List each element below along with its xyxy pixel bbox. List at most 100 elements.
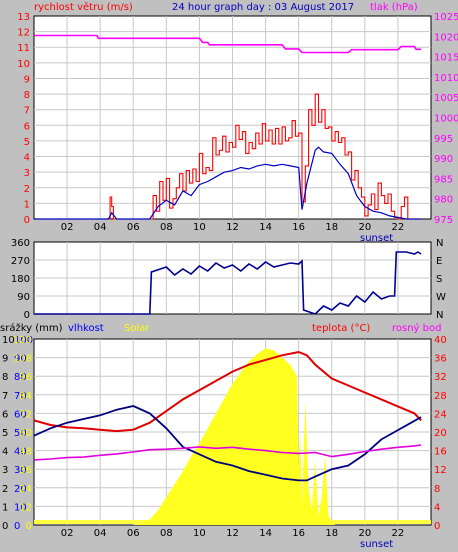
- dewpoint-line: [33, 444, 422, 461]
- solar-tick-label: 84: [19, 391, 32, 402]
- direction-tick-label: 270: [11, 256, 30, 267]
- pressure-tick-label: 1005: [434, 93, 458, 104]
- wind-tick-label: 13: [17, 12, 30, 23]
- temperature-tick-label: 32: [434, 372, 447, 383]
- compass-tick-label: N: [436, 238, 443, 249]
- rain-tick-label: 0: [2, 521, 8, 532]
- wind-gust-line: [34, 93, 422, 220]
- direction-tick-label: 90: [17, 292, 30, 303]
- solar-tick-label: 12: [19, 502, 32, 513]
- wind-tick-label: 3: [24, 168, 30, 179]
- wind-average-line: [34, 146, 422, 220]
- wind-x-tick-label: 22: [392, 222, 405, 233]
- wind-tick-label: 9: [24, 74, 30, 85]
- temperature-tick-label: 4: [434, 502, 440, 513]
- humidity-tick-label: 50: [14, 428, 27, 439]
- pressure-tick-label: 1020: [434, 32, 458, 43]
- legend-solar: Solar: [124, 323, 150, 334]
- humidity-tick-label: 0: [14, 521, 20, 532]
- temperature-tick-label: 24: [434, 409, 447, 420]
- pressure-tick-label: 995: [434, 134, 453, 145]
- wind-x-tick-label: 20: [358, 222, 371, 233]
- temperature-tick-label: 36: [434, 354, 447, 365]
- wind-x-tick-label: 14: [259, 222, 272, 233]
- chart-title: 24 hour graph day : 03 August 2017: [172, 2, 354, 13]
- wind-tick-label: 5: [24, 137, 30, 148]
- humidity-line: [33, 405, 422, 482]
- wind-x-tick-label: 08: [160, 222, 173, 233]
- humidity-tick-label: 30: [14, 465, 27, 476]
- climate-x-tick-label: 16: [292, 528, 305, 539]
- temperature-tick-label: 8: [434, 484, 440, 495]
- compass-tick-label: W: [436, 292, 446, 303]
- solar-tick-label: 108: [13, 354, 32, 365]
- rain-tick-label: 2: [2, 484, 8, 495]
- wind-tick-label: 1: [24, 199, 30, 210]
- humidity-tick-label: 100: [14, 335, 33, 346]
- wind-x-tick-label: 06: [127, 222, 140, 233]
- wind-tick-label: 6: [24, 121, 30, 132]
- wind-tick-label: 0: [24, 215, 30, 226]
- solar-tick-label: 72: [19, 409, 32, 420]
- rain-tick-label: 5: [2, 428, 8, 439]
- solar-tick-label: 36: [19, 465, 32, 476]
- climate-x-tick-label: 04: [94, 528, 107, 539]
- sunset-label-top: sunset: [360, 233, 393, 244]
- wind-tick-label: 12: [17, 28, 30, 39]
- temperature-tick-label: 40: [434, 335, 447, 346]
- rain-tick-label: 1: [2, 502, 8, 513]
- wind-tick-label: 10: [17, 59, 30, 70]
- humidity-tick-label: 90: [14, 354, 27, 365]
- rain-tick-label: 3: [2, 465, 8, 476]
- wind-x-tick-label: 02: [61, 222, 74, 233]
- direction-tick-label: 360: [11, 238, 30, 249]
- pressure-tick-label: 1010: [434, 73, 458, 84]
- legend-dewpoint: rosný bod: [392, 322, 441, 334]
- temperature-tick-label: 12: [434, 465, 447, 476]
- pressure-line: [34, 34, 422, 54]
- wind-x-tick-label: 12: [226, 222, 239, 233]
- rain-tick-label: 6: [2, 409, 8, 420]
- compass-tick-label: S: [436, 274, 442, 285]
- wind-tick-label: 8: [24, 90, 30, 101]
- humidity-tick-label: 10: [14, 502, 27, 513]
- solar-tick-label: 96: [19, 372, 32, 383]
- pressure-tick-label: 975: [434, 215, 453, 226]
- climate-x-tick-label: 02: [61, 528, 74, 539]
- climate-x-tick-label: 20: [358, 528, 371, 539]
- climate-x-tick-label: 06: [127, 528, 140, 539]
- solar-tick-label: 60: [19, 428, 32, 439]
- wind-x-tick-label: 10: [193, 222, 206, 233]
- humidity-tick-label: 20: [14, 484, 27, 495]
- pressure-tick-label: 1025: [434, 12, 458, 23]
- solar-tick-label: 48: [19, 447, 32, 458]
- legend-humidity: vlhkost: [68, 323, 104, 334]
- wind-x-tick-label: 16: [292, 222, 305, 233]
- wind-x-tick-label: 04: [94, 222, 107, 233]
- tick-labels: 0123456789101112139759809859909951000100…: [2, 12, 458, 539]
- temperature-tick-label: 20: [434, 428, 447, 439]
- climate-x-tick-label: 10: [193, 528, 206, 539]
- solar-tick-label: 120: [13, 335, 32, 346]
- pressure-tick-label: 990: [434, 154, 453, 165]
- pressure-axis-title: tlak (hPa): [370, 2, 418, 13]
- solar-tick-label: 0: [26, 521, 32, 532]
- wind-tick-label: 7: [24, 106, 30, 117]
- pressure-tick-label: 1000: [434, 114, 458, 125]
- compass-tick-label: E: [436, 256, 442, 267]
- humidity-tick-label: 80: [14, 372, 27, 383]
- temperature-tick-label: 0: [434, 521, 440, 532]
- legend-temperature: teplota (°C): [312, 323, 370, 334]
- wind-x-tick-label: 18: [325, 222, 338, 233]
- humidity-tick-label: 40: [14, 447, 27, 458]
- rain-tick-label: 10: [2, 335, 15, 346]
- rain-tick-label: 7: [2, 391, 8, 402]
- wind-tick-label: 11: [17, 43, 30, 54]
- temperature-tick-label: 16: [434, 447, 447, 458]
- climate-x-tick-label: 22: [392, 528, 405, 539]
- rain-tick-label: 4: [2, 447, 8, 458]
- pressure-tick-label: 1015: [434, 53, 458, 64]
- climate-x-tick-label: 18: [325, 528, 338, 539]
